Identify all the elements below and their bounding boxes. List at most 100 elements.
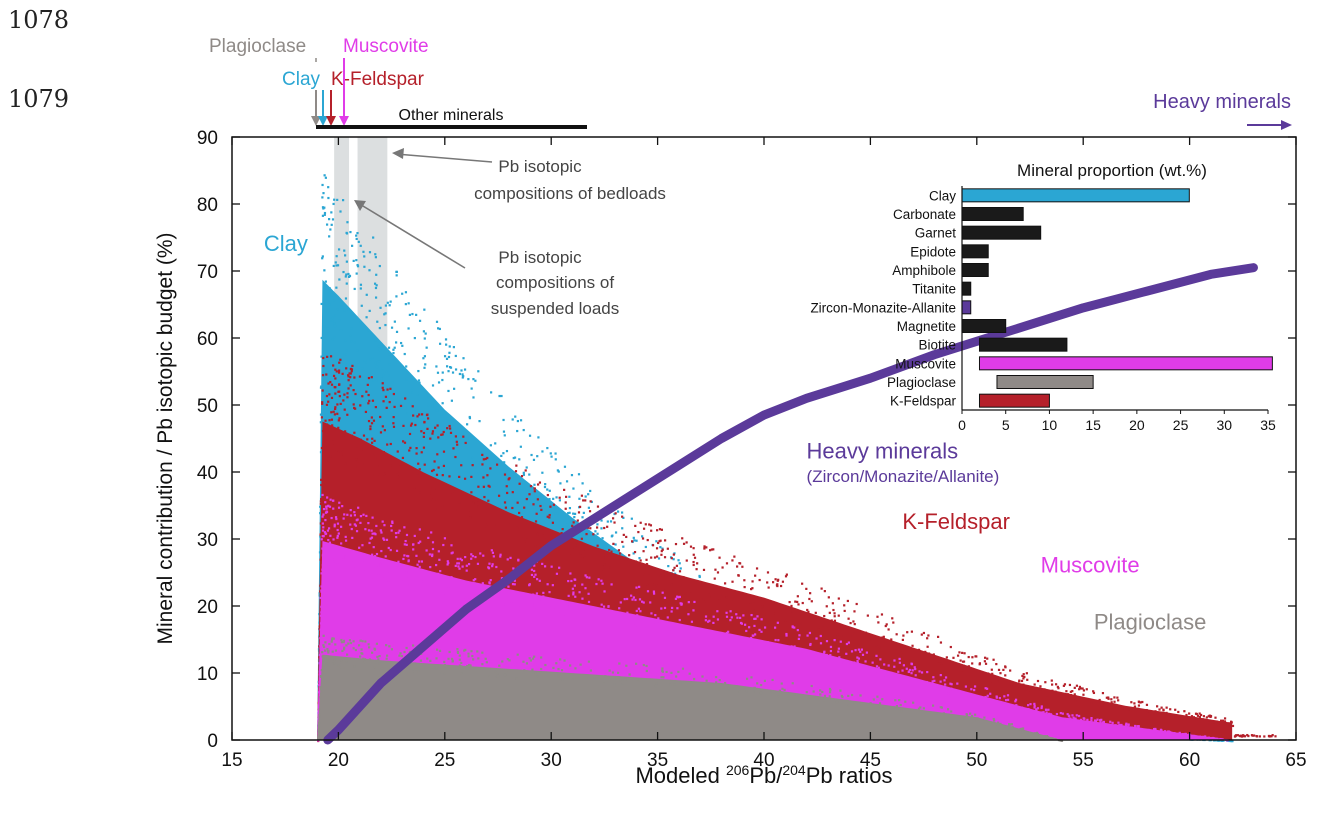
kfeldspar-point <box>367 402 370 405</box>
plagioclase-point <box>503 673 507 677</box>
muscovite-point <box>337 506 341 509</box>
plagioclase-point <box>563 659 566 662</box>
plagioclase-point <box>589 669 593 672</box>
muscovite-point <box>323 531 327 534</box>
kfeldspar-point <box>323 428 326 431</box>
kfeldspar-point <box>325 373 328 376</box>
kfeldspar-point <box>370 462 374 465</box>
plagioclase-point <box>635 662 638 665</box>
kfeldspar-point <box>853 610 856 613</box>
clay-point <box>372 378 375 382</box>
kfeldspar-point <box>823 614 826 618</box>
kfeldspar-point <box>788 600 791 604</box>
kfeldspar-point <box>796 595 799 598</box>
muscovite-point <box>439 570 442 573</box>
plagioclase-point <box>1054 738 1057 741</box>
plagioclase-point <box>324 641 327 644</box>
clay-point <box>415 313 418 316</box>
clay-point <box>554 452 557 455</box>
kfeldspar-point <box>917 648 921 651</box>
muscovite-point <box>776 621 779 624</box>
muscovite-point <box>361 544 364 547</box>
muscovite-point <box>550 565 553 568</box>
muscovite-point <box>1195 735 1199 738</box>
clay-point <box>453 387 456 390</box>
kfeldspar-point <box>381 425 384 428</box>
clay-point <box>337 248 341 251</box>
clay-point <box>374 338 377 342</box>
muscovite-point <box>626 597 629 601</box>
series-label-plagioclase: Plagioclase <box>1094 609 1207 634</box>
plagioclase-point <box>544 663 547 667</box>
muscovite-point <box>320 611 323 614</box>
clay-point <box>319 386 323 389</box>
plagioclase-point <box>343 648 346 651</box>
inset-x-tick-label: 30 <box>1216 417 1232 433</box>
muscovite-point <box>1159 728 1163 731</box>
clay-point <box>405 365 408 368</box>
muscovite-point <box>730 616 733 619</box>
kfeldspar-point <box>528 493 531 496</box>
kfeldspar-point <box>346 392 349 395</box>
muscovite-point <box>403 554 406 557</box>
muscovite-point <box>898 657 901 661</box>
muscovite-point <box>384 578 387 581</box>
kfeldspar-point <box>1074 695 1077 698</box>
muscovite-point <box>839 640 842 643</box>
muscovite-point <box>578 591 581 594</box>
plagioclase-point <box>353 665 356 668</box>
clay-point <box>348 274 352 278</box>
muscovite-point <box>1102 722 1106 725</box>
plagioclase-point <box>506 658 509 661</box>
muscovite-point <box>791 626 794 629</box>
muscovite-point <box>637 607 640 610</box>
clay-point <box>359 320 362 324</box>
kfeldspar-point <box>664 539 667 542</box>
kfeldspar-point <box>379 415 382 419</box>
kfeldspar-point <box>610 554 613 558</box>
plagioclase-point <box>359 639 362 642</box>
kfeldspar-point <box>495 463 499 466</box>
clay-point <box>376 320 379 323</box>
kfeldspar-point <box>898 644 901 647</box>
kfeldspar-point <box>895 633 898 636</box>
muscovite-point <box>970 688 973 691</box>
kfeldspar-point <box>716 571 720 574</box>
clay-point <box>458 372 461 376</box>
kfeldspar-point <box>902 634 905 637</box>
muscovite-point <box>431 547 435 551</box>
kfeldspar-point <box>1199 713 1203 717</box>
clay-point <box>457 447 460 451</box>
clay-point <box>607 545 611 549</box>
plagioclase-point <box>346 653 349 656</box>
muscovite-point <box>909 679 912 682</box>
plagioclase-point <box>450 657 454 661</box>
kfeldspar-point <box>1220 719 1223 722</box>
muscovite-point <box>324 501 327 504</box>
kfeldspar-point <box>1195 712 1198 716</box>
kfeldspar-point <box>731 598 734 601</box>
clay-point <box>587 493 590 496</box>
clay-point <box>329 228 332 231</box>
muscovite-point <box>626 611 629 614</box>
muscovite-point <box>744 645 747 648</box>
plagioclase-point <box>443 672 446 675</box>
plagioclase-point <box>374 661 377 664</box>
plagioclase-point <box>319 675 322 678</box>
plagioclase-point <box>880 705 883 709</box>
muscovite-point <box>793 626 796 629</box>
clay-point <box>556 469 559 472</box>
series-label-muscovite: Muscovite <box>1041 553 1140 578</box>
muscovite-point <box>567 594 570 597</box>
kfeldspar-point <box>718 556 721 559</box>
plagioclase-point <box>466 664 469 668</box>
muscovite-point <box>652 590 656 593</box>
clay-point <box>374 296 378 299</box>
muscovite-point <box>479 552 482 555</box>
plagioclase-point <box>1033 732 1037 735</box>
muscovite-point <box>341 505 344 508</box>
kfeldspar-point <box>603 563 606 566</box>
kfeldspar-point <box>926 645 929 648</box>
plagioclase-point <box>939 706 942 709</box>
kfeldspar-point <box>371 399 375 402</box>
